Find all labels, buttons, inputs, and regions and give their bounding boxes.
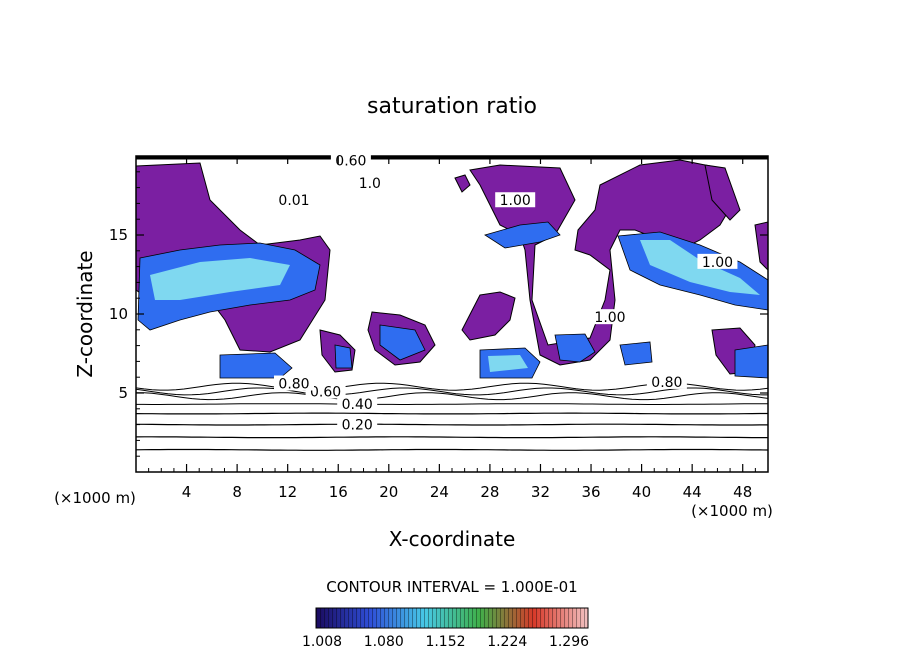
y-tick-label: 5 [118, 384, 128, 402]
contour-label: 1.00 [702, 255, 733, 271]
colorbar-tick-label: 1.296 [549, 634, 589, 650]
contour-line [136, 448, 768, 451]
x-tick-label: 36 [581, 483, 600, 501]
contour-label: 0.40 [342, 397, 373, 413]
plot-area [136, 156, 768, 472]
x-tick-label: 16 [329, 483, 348, 501]
contour-label-bg [354, 174, 386, 190]
purple-region [454, 174, 471, 193]
purple-region [704, 164, 741, 221]
purple-region [754, 221, 768, 271]
colorbar-tick-label: 1.224 [487, 634, 527, 650]
colorbar-hatching [316, 608, 588, 628]
cyan-region [150, 258, 290, 300]
contour-label: 0.01 [278, 193, 309, 209]
contour-label-bg [274, 375, 314, 391]
contour-label: 0.60 [335, 154, 366, 170]
contour-line [136, 387, 768, 396]
blue-region [734, 344, 768, 379]
z-unit-label: (×1000 m) [54, 489, 136, 507]
y-axis-label: Z-coordinate [73, 250, 97, 377]
contour-label-bg [495, 192, 536, 208]
contour-label: 0.60 [310, 384, 341, 400]
x-axis: 4 8 12 16 20 24 28 32 36 40 44 48 [148, 156, 756, 501]
contour-line [136, 392, 768, 401]
y-axis: 5 10 15 [109, 171, 768, 457]
contour-labels: 0.200.400.600.80 0.800.601.001.001.000.01… [274, 152, 738, 434]
contour-label: 0.80 [278, 377, 309, 393]
x-tick-label: 20 [379, 483, 398, 501]
blue-region [484, 221, 561, 249]
blue-region [334, 344, 353, 369]
supersaturation-regions [136, 159, 768, 379]
cyan-region [488, 355, 528, 372]
contour-line [136, 423, 768, 426]
x-tick-label: 44 [683, 483, 702, 501]
x-tick-label: 32 [531, 483, 550, 501]
colorbar-tick-label: 1.008 [302, 634, 342, 650]
x-tick-label: 8 [232, 483, 242, 501]
contour-line [136, 412, 768, 415]
contour-line [136, 436, 768, 439]
x-tick-label: 48 [733, 483, 752, 501]
contour-label-bg [646, 373, 687, 389]
contour-label: 0.80 [651, 375, 682, 391]
contour-label-bg [330, 152, 371, 168]
blue-region [219, 352, 293, 379]
blue-region [619, 341, 653, 366]
blue-region [379, 324, 426, 361]
x-tick-label: 24 [430, 483, 449, 501]
contour-interval-label: CONTOUR INTERVAL = 1.000E-01 [326, 578, 577, 596]
contour-label-bg [337, 416, 378, 432]
contour-label: 1.00 [594, 310, 625, 326]
contour-label-bg [274, 192, 314, 208]
contour-label: 0.20 [342, 418, 373, 434]
y-tick-label: 10 [109, 305, 128, 323]
contour-label: 1.0 [359, 176, 381, 192]
x-tick-label: 40 [632, 483, 651, 501]
contour-label-bg [590, 309, 630, 325]
x-tick-label: 4 [182, 483, 192, 501]
colorbar-tick-label: 1.152 [425, 634, 465, 650]
x-axis-label: X-coordinate [389, 527, 516, 551]
contour-line [136, 403, 768, 405]
x-unit-label: (×1000 m) [691, 502, 773, 520]
y-tick-label: 15 [109, 226, 128, 244]
x-tick-label: 28 [480, 483, 499, 501]
colorbar-tick-labels: 1.008 1.080 1.152 1.224 1.296 [302, 634, 589, 650]
x-tick-label: 12 [278, 483, 297, 501]
blue-region [554, 333, 596, 363]
chart-title: saturation ratio [367, 94, 537, 119]
contour-label-bg [305, 383, 346, 399]
contour-label-bg [697, 253, 738, 269]
contour-label: 1.00 [500, 193, 531, 209]
contour-label-bg [337, 396, 378, 412]
colorbar: 1.008 1.080 1.152 1.224 1.296 [302, 607, 589, 650]
purple-region [461, 291, 516, 341]
colorbar-tick-label: 1.080 [364, 634, 404, 650]
